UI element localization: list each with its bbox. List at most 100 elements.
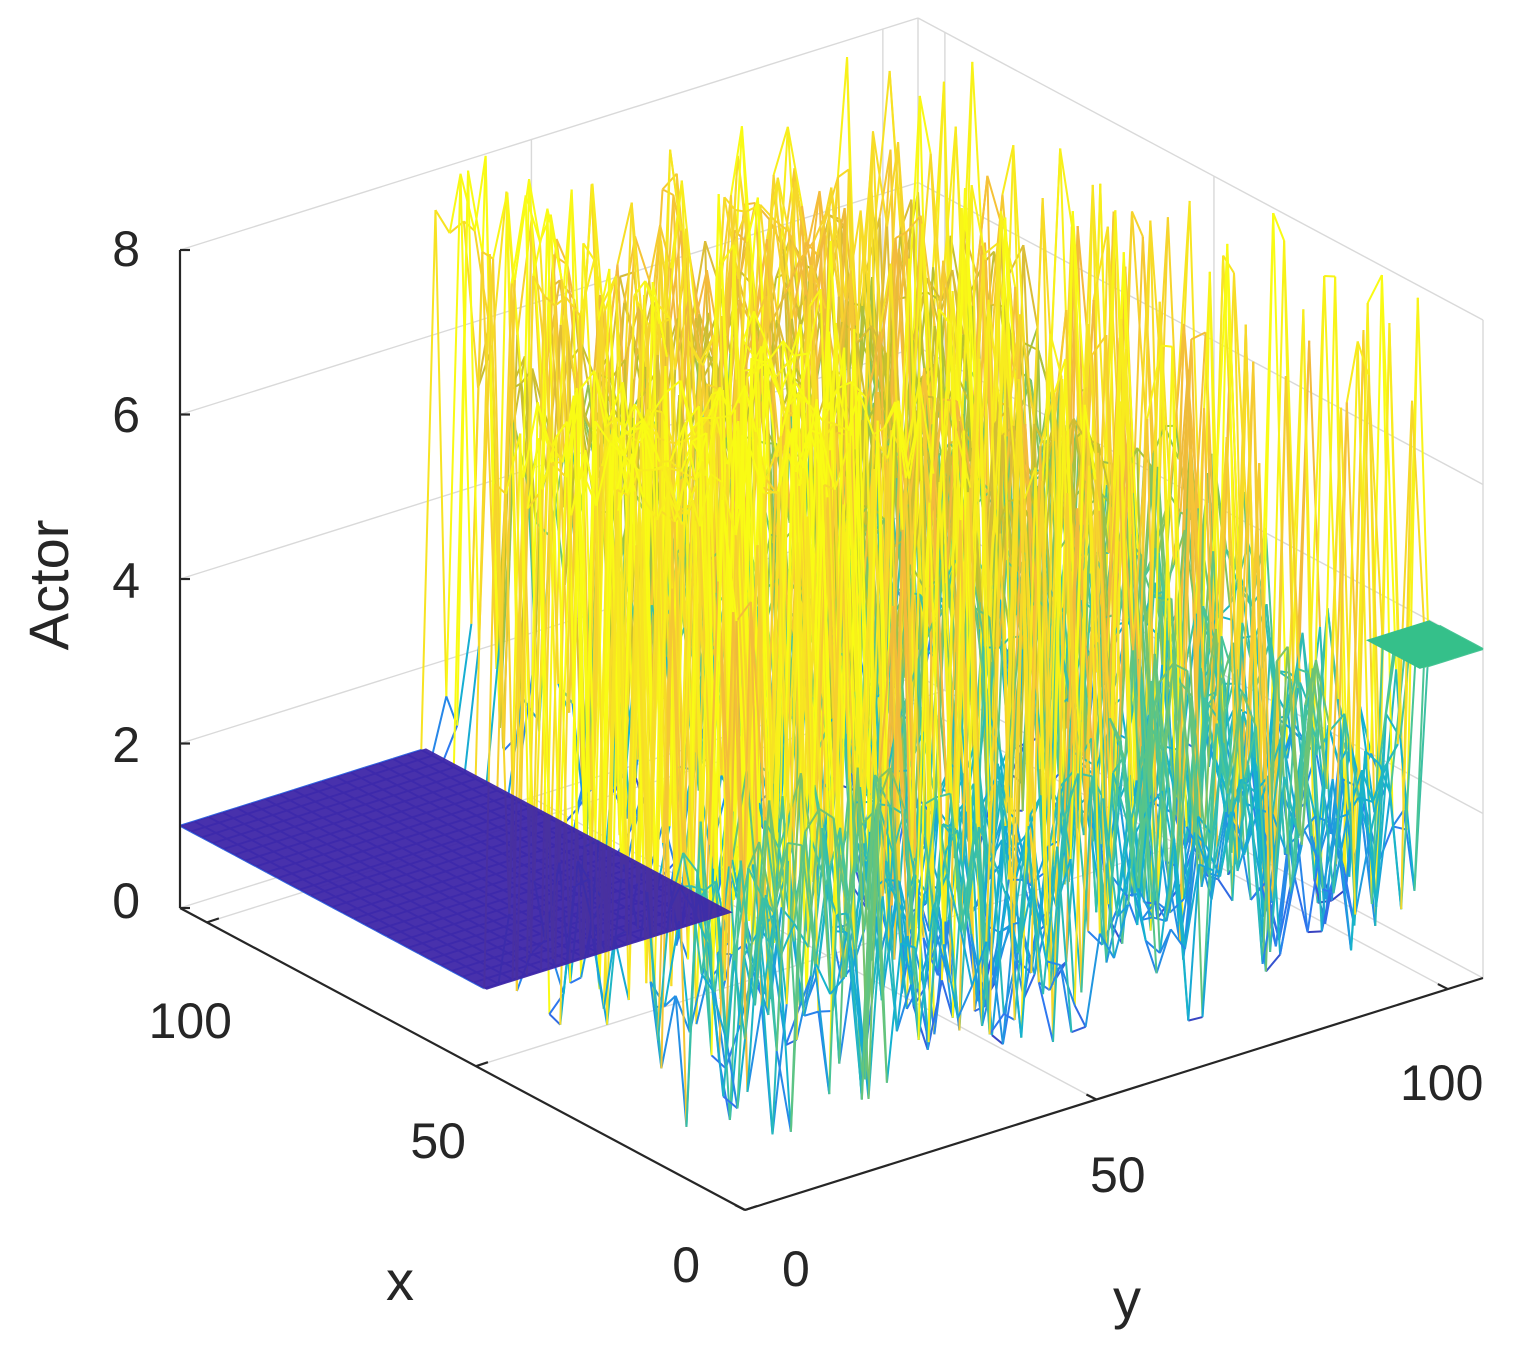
- surface-line: [720, 481, 737, 536]
- surface-line: [1153, 653, 1170, 788]
- surface-line: [1388, 323, 1402, 739]
- surface-line: [492, 192, 509, 259]
- surface-line: [1019, 314, 1036, 424]
- surface-line: [1329, 737, 1343, 834]
- surface-line: [1380, 275, 1398, 670]
- surface-line: [735, 601, 752, 622]
- surface-line: [350, 766, 365, 774]
- surface-line: [668, 380, 682, 827]
- surface-line: [1080, 355, 1094, 601]
- surface-line: [691, 432, 707, 443]
- surface-line: [1131, 211, 1144, 237]
- surface-line: [901, 529, 918, 888]
- surface-line: [809, 429, 822, 435]
- surface-line: [572, 395, 586, 847]
- surface-line: [1331, 402, 1348, 779]
- surface-line: [1285, 754, 1302, 855]
- surface-line: [1175, 670, 1189, 867]
- surface-line: [698, 313, 715, 359]
- surface-line: [705, 269, 723, 354]
- surface-line: [1123, 668, 1140, 763]
- surface-line: [1267, 792, 1284, 901]
- surface-line: [786, 126, 804, 207]
- surface-line: [763, 490, 779, 495]
- surface-line: [615, 417, 632, 438]
- surface-line: [921, 223, 935, 398]
- surface-line: [751, 357, 766, 364]
- surface-line: [721, 499, 735, 613]
- surface-line: [651, 281, 668, 358]
- surface-line: [528, 179, 545, 409]
- surface-line: [1202, 605, 1215, 638]
- surface-line: [970, 185, 987, 261]
- surface-line: [1309, 275, 1326, 662]
- surface-line: [652, 465, 665, 471]
- surface-line: [766, 249, 780, 324]
- surface-line: [773, 219, 790, 233]
- surface-line: [698, 334, 715, 365]
- surface-line: [1033, 423, 1047, 448]
- surface-line: [579, 259, 596, 316]
- surface-line: [1217, 797, 1231, 880]
- surface-line: [891, 232, 908, 424]
- surface-line: [677, 500, 695, 922]
- surface-line: [1049, 333, 1063, 377]
- surface-line: [698, 473, 712, 527]
- surface-line: [293, 784, 309, 792]
- surface-line: [870, 325, 884, 392]
- surface-line: [801, 399, 818, 485]
- surface-line: [504, 433, 522, 495]
- surface-line: [806, 516, 820, 1012]
- surface-line: [1392, 825, 1408, 831]
- surface-line: [1413, 630, 1427, 891]
- surface-line: [474, 254, 491, 779]
- surface-line: [566, 264, 580, 395]
- surface-line: [1042, 392, 1056, 874]
- surface-line: [208, 811, 223, 818]
- surface-line: [445, 173, 462, 697]
- surface-line: [782, 167, 796, 250]
- surface-line: [850, 381, 867, 399]
- surface-line: [1245, 356, 1259, 772]
- surface-line: [582, 242, 596, 261]
- surface-line: [837, 168, 850, 179]
- surface-line: [888, 70, 902, 231]
- surface-line: [749, 601, 766, 821]
- surface-line: [569, 976, 582, 984]
- surface-line: [595, 442, 612, 507]
- surface-line: [766, 249, 784, 411]
- surface-line: [672, 498, 690, 960]
- surface-line: [1217, 878, 1234, 902]
- surface-line: [680, 180, 698, 318]
- surface-line: [671, 588, 685, 853]
- surface-line: [878, 803, 890, 807]
- surface-line: [609, 442, 626, 457]
- surface-line: [1091, 334, 1108, 356]
- surface-line: [940, 980, 954, 1018]
- surface-line: [532, 275, 545, 297]
- surface-line: [459, 173, 473, 624]
- surface-line: [812, 208, 829, 242]
- surface-line: [1213, 757, 1227, 813]
- surface-line: [986, 175, 1003, 226]
- surface-line: [1253, 757, 1267, 884]
- surface-line: [1001, 145, 1015, 195]
- surface-line: [750, 358, 764, 939]
- surface-line: [997, 780, 1014, 852]
- surface-line: [1272, 212, 1286, 241]
- surface-line: [934, 929, 951, 983]
- surface-line: [837, 443, 851, 846]
- surface-line: [742, 311, 755, 342]
- surface-line: [923, 368, 940, 514]
- surface-line: [1040, 469, 1054, 625]
- surface-line: [1324, 274, 1336, 278]
- surface-line: [833, 422, 849, 432]
- surface-line: [1356, 341, 1370, 376]
- surface-line: [1328, 822, 1342, 863]
- surface-line: [674, 995, 688, 1127]
- surface-line: [1188, 200, 1202, 547]
- surface-line: [734, 535, 748, 771]
- surface-line: [918, 382, 935, 474]
- surface-line: [669, 424, 686, 462]
